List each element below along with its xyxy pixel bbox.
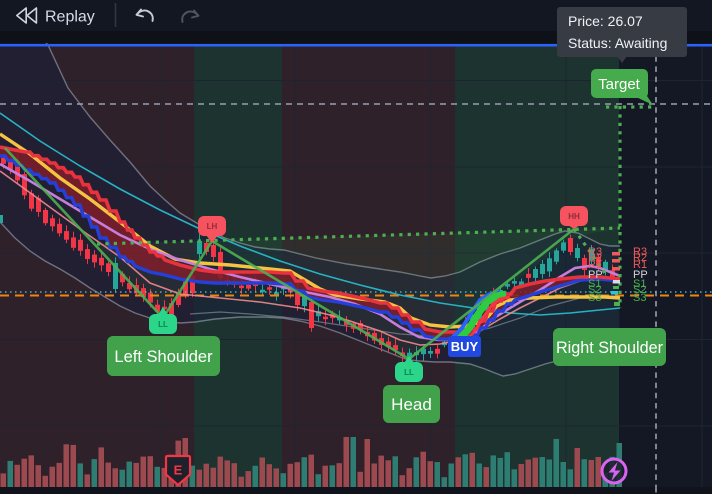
- svg-text:Target: Target: [598, 76, 641, 93]
- svg-text:BUY: BUY: [451, 339, 479, 354]
- svg-text:S3: S3: [633, 292, 646, 304]
- svg-text:Replay: Replay: [45, 9, 95, 26]
- svg-text:S2: S2: [588, 284, 601, 296]
- svg-text:LH: LH: [207, 222, 218, 231]
- svg-text:S2: S2: [633, 284, 646, 296]
- svg-text:HH: HH: [568, 212, 580, 221]
- svg-text:PP: PP: [633, 269, 648, 281]
- svg-text:S1: S1: [588, 278, 601, 290]
- svg-text:Price: 26.07: Price: 26.07: [568, 13, 643, 29]
- svg-text:LL: LL: [158, 320, 168, 329]
- svg-text:E: E: [174, 463, 183, 478]
- svg-text:PP: PP: [588, 269, 603, 281]
- svg-text:R3: R3: [633, 246, 647, 258]
- svg-text:S1: S1: [633, 278, 646, 290]
- svg-text:R2: R2: [588, 252, 602, 264]
- svg-text:R2: R2: [633, 252, 647, 264]
- svg-text:Status: Awaiting: Status: Awaiting: [568, 35, 667, 51]
- svg-text:S3: S3: [588, 292, 601, 304]
- svg-text:R3: R3: [588, 246, 602, 258]
- svg-text:Left Shoulder: Left Shoulder: [114, 348, 213, 366]
- svg-text:R1: R1: [633, 259, 647, 271]
- svg-text:Head: Head: [391, 395, 432, 414]
- svg-text:LL: LL: [404, 368, 414, 377]
- svg-text:Right Shoulder: Right Shoulder: [556, 339, 664, 357]
- svg-text:R1: R1: [588, 259, 602, 271]
